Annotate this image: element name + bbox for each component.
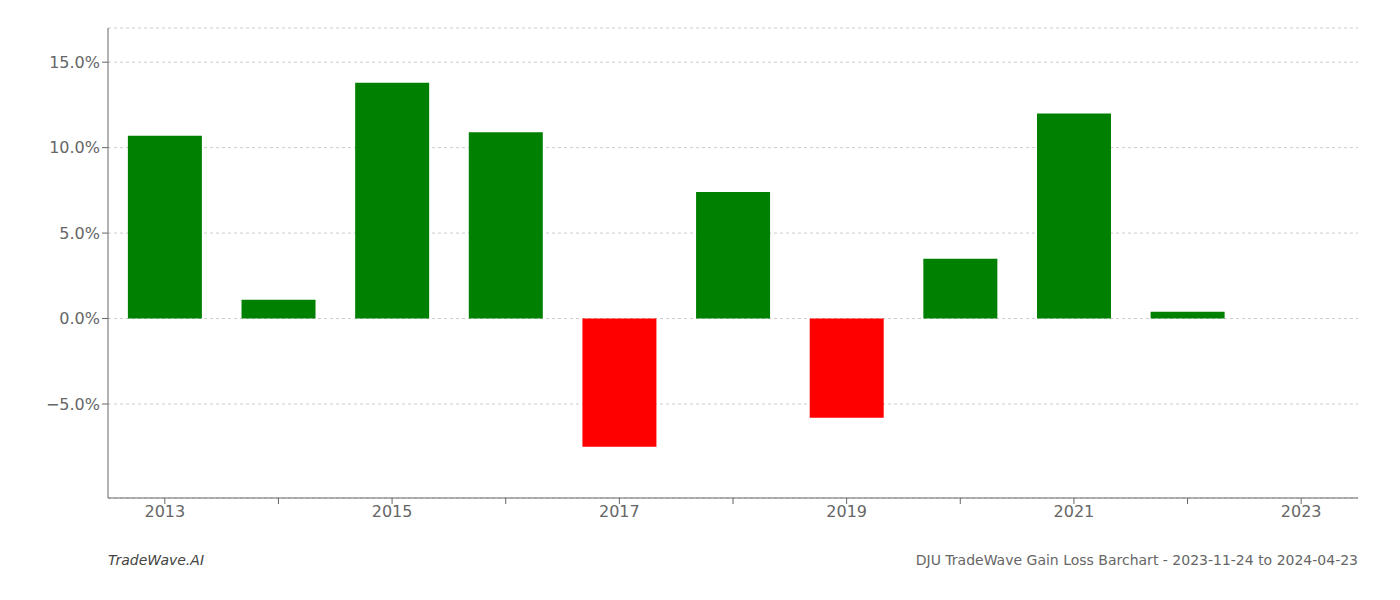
svg-text:5.0%: 5.0%: [59, 224, 100, 243]
svg-text:0.0%: 0.0%: [59, 309, 100, 328]
svg-text:−5.0%: −5.0%: [46, 395, 100, 414]
svg-text:15.0%: 15.0%: [49, 53, 100, 72]
svg-text:2015: 2015: [372, 502, 413, 521]
svg-text:2017: 2017: [599, 502, 640, 521]
html-text:TradeWave.AI: TradeWave.AI: [108, 552, 204, 568]
svg-text:2013: 2013: [144, 502, 185, 521]
html-text:DJU TradeWave Gain Loss Barcha: DJU TradeWave Gain Loss Barchart - 2023-…: [915, 552, 1358, 568]
svg-text:2023: 2023: [1281, 502, 1322, 521]
svg-text:10.0%: 10.0%: [49, 138, 100, 157]
svg-text:2021: 2021: [1054, 502, 1095, 521]
svg-text:2019: 2019: [826, 502, 867, 521]
